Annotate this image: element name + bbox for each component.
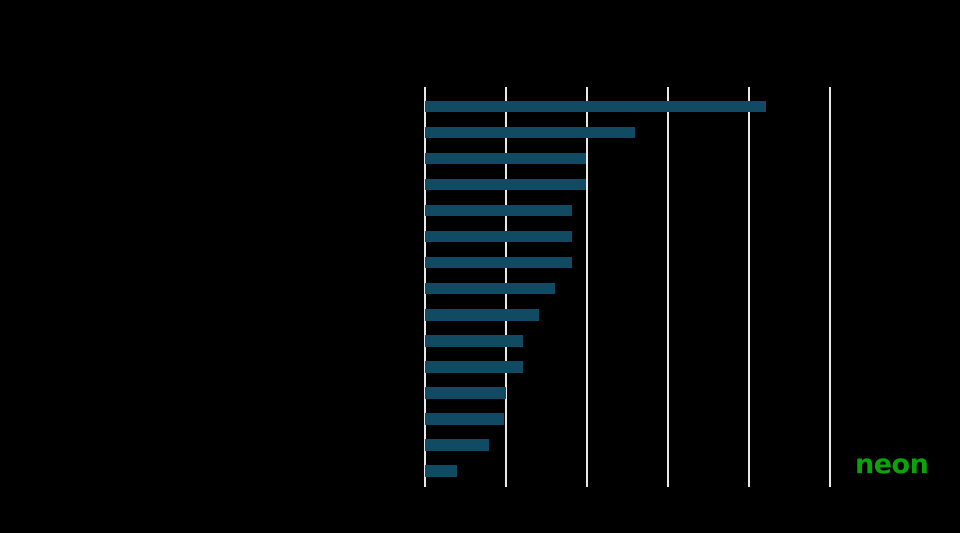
bar	[425, 204, 572, 217]
neon-logo: neon	[855, 449, 929, 480]
bar	[425, 230, 572, 243]
bar	[425, 282, 556, 295]
gridline	[748, 87, 750, 487]
gridline	[829, 87, 831, 487]
bar	[425, 126, 635, 139]
bar	[425, 465, 458, 477]
gridline	[586, 87, 588, 487]
bar	[425, 152, 587, 165]
plot-area	[424, 87, 831, 487]
bar	[425, 361, 523, 373]
bar	[425, 387, 506, 399]
bar	[425, 100, 766, 112]
gridline	[667, 87, 669, 487]
bar	[425, 256, 573, 269]
bar	[425, 178, 587, 191]
bar	[425, 413, 505, 425]
bar	[425, 335, 523, 347]
bar	[425, 439, 489, 451]
bar	[425, 309, 540, 321]
